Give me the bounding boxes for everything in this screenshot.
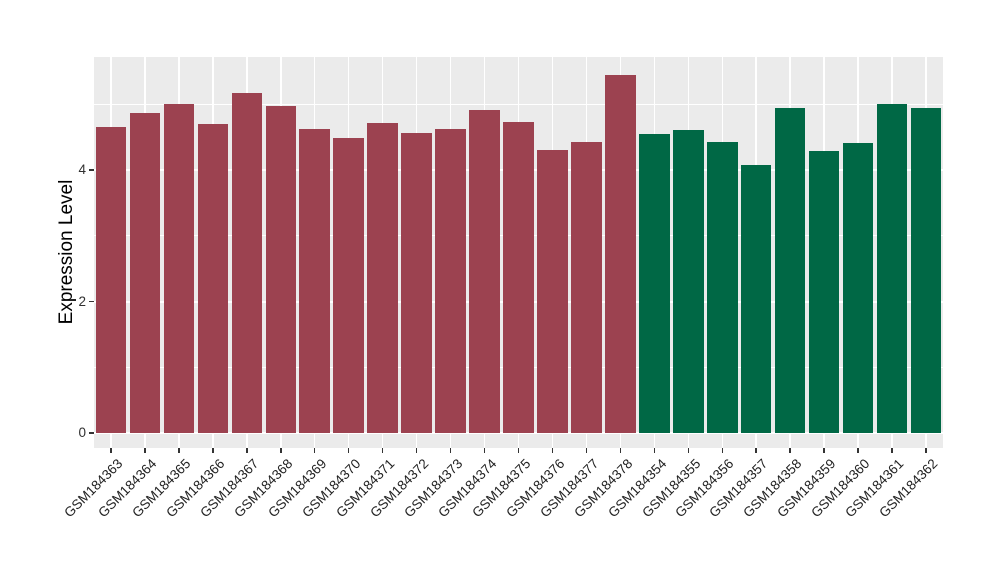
- x-axis-tick: [381, 448, 384, 453]
- bar-GSM184359: [808, 150, 840, 433]
- x-axis-tick: [280, 448, 282, 453]
- bar-GSM184366: [197, 123, 229, 433]
- x-axis-tick: [653, 448, 656, 453]
- plot-panel: [94, 57, 943, 448]
- x-axis-tick: [687, 448, 690, 453]
- y-axis-title: Expression Level: [56, 179, 77, 325]
- x-axis-tick: [483, 448, 486, 453]
- y-axis-tick: [89, 300, 94, 303]
- x-axis-tick: [144, 448, 146, 453]
- y-tick-label: 2: [78, 293, 86, 309]
- bar-GSM184358: [774, 108, 806, 433]
- x-axis-tick: [585, 448, 588, 453]
- y-axis-tick: [89, 169, 94, 171]
- bar-GSM184371: [367, 123, 398, 433]
- x-axis-tick: [415, 448, 418, 453]
- bar-GSM184364: [129, 113, 161, 433]
- bar-GSM184369: [299, 129, 330, 433]
- x-axis-tick: [721, 448, 723, 453]
- bar-GSM184362: [910, 108, 942, 433]
- x-axis-tick: [891, 448, 893, 453]
- y-tick-label: 0: [78, 425, 86, 440]
- x-axis-tick: [755, 448, 757, 453]
- x-axis-tick: [178, 448, 180, 453]
- bar-GSM184376: [537, 150, 568, 433]
- x-axis-tick: [449, 448, 452, 453]
- bar-GSM184373: [435, 129, 466, 433]
- bar-GSM184363: [95, 127, 127, 433]
- x-axis-tick: [925, 448, 927, 453]
- bar-GSM184357: [740, 164, 772, 433]
- x-axis-tick: [110, 448, 112, 453]
- x-axis-tick: [619, 448, 622, 453]
- x-axis-tick: [823, 448, 825, 453]
- x-axis-tick: [212, 448, 214, 453]
- bar-GSM184360: [842, 143, 874, 433]
- x-axis-tick: [313, 448, 316, 453]
- bar-GSM184374: [469, 110, 500, 433]
- y-axis-tick: [89, 432, 94, 434]
- bar-GSM184370: [333, 138, 364, 433]
- bar-GSM184367: [231, 93, 263, 433]
- x-axis-tick: [551, 448, 554, 453]
- bar-GSM184377: [571, 141, 602, 433]
- bar-GSM184356: [707, 142, 738, 433]
- x-axis-tick: [246, 448, 248, 453]
- bar-GSM184365: [163, 104, 195, 433]
- bar-GSM184355: [673, 129, 704, 433]
- bar-GSM184361: [876, 103, 908, 433]
- y-tick-label: 4: [78, 162, 86, 177]
- x-axis-tick: [347, 448, 350, 453]
- bar-GSM184378: [605, 74, 636, 433]
- x-axis-tick: [789, 448, 791, 453]
- bar-GSM184354: [639, 133, 670, 433]
- bar-GSM184368: [265, 106, 297, 433]
- x-axis-tick: [857, 448, 859, 453]
- bar-GSM184375: [503, 122, 534, 433]
- x-axis-tick: [517, 448, 520, 453]
- bar-GSM184372: [401, 132, 432, 433]
